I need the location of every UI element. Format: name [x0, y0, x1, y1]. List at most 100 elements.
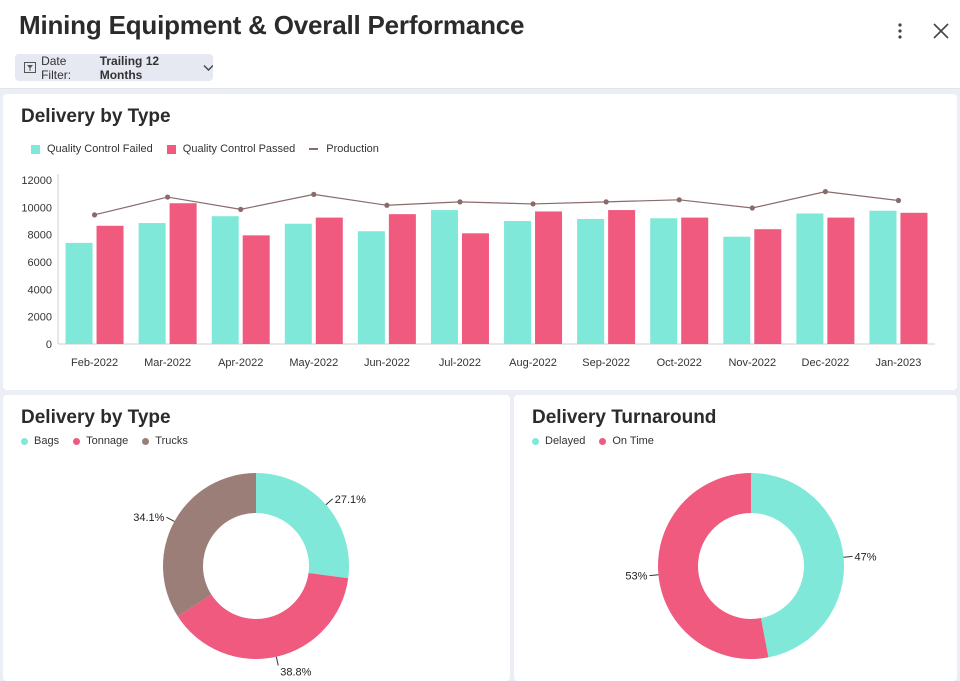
legend-item-bags[interactable]: Bags [21, 435, 59, 447]
bar-qc-passed [900, 212, 928, 344]
x-tick-label: Jun-2022 [364, 357, 410, 369]
x-tick-label: Dec-2022 [802, 357, 850, 369]
legend-item-on-time[interactable]: On Time [599, 435, 654, 447]
donut-value-label: 47% [855, 551, 877, 563]
bar-qc-failed [869, 210, 897, 344]
filter-icon [24, 62, 36, 73]
legend-label: Production [326, 143, 379, 155]
legend-swatch [142, 437, 150, 445]
chevron-down-icon [203, 64, 213, 71]
donut-leader-line [325, 498, 334, 506]
y-tick-label: 12000 [21, 175, 52, 187]
donut-slice-on-time [658, 473, 769, 659]
donut-1-legend: Bags Tonnage Trucks [21, 435, 202, 447]
delivery-by-type-donut-card: Delivery by Type Bags Tonnage Trucks 27.… [3, 395, 510, 681]
production-point [676, 197, 682, 203]
x-tick-label: Mar-2022 [144, 357, 191, 369]
production-point [165, 194, 171, 200]
bar-qc-passed [754, 229, 782, 344]
bar-qc-failed [138, 223, 166, 344]
legend-swatch [309, 148, 319, 150]
date-filter-value: Trailing 12 Months [99, 53, 160, 82]
donut-leader-line [275, 656, 279, 666]
donut-2-title: Delivery Turnaround [532, 407, 717, 428]
bar-chart-legend: Quality Control Failed Quality Control P… [31, 143, 393, 155]
bar-qc-failed [796, 213, 824, 344]
legend-label: On Time [612, 435, 654, 447]
donut-value-label: 34.1% [133, 512, 164, 524]
production-point [238, 206, 244, 212]
x-tick-label: Oct-2022 [657, 357, 702, 369]
legend-label: Bags [34, 435, 60, 447]
donut-value-label: 38.8% [280, 667, 311, 679]
production-point [749, 205, 755, 211]
more-options-button[interactable] [889, 20, 911, 42]
bar-qc-failed [723, 236, 751, 344]
bar-qc-passed [461, 233, 489, 344]
legend-label: Quality Control Passed [182, 143, 296, 155]
close-icon [933, 23, 949, 39]
bar-qc-failed [577, 218, 605, 344]
legend-swatch [21, 437, 28, 445]
delivery-turnaround-donut-card: Delivery Turnaround Delayed On Time 47% 5… [514, 395, 957, 681]
donut-1-plot: 27.1% 38.8% 34.1% [133, 473, 366, 679]
bar-qc-passed [242, 235, 270, 344]
production-point [384, 202, 390, 208]
production-point [895, 197, 902, 204]
y-tick-label: 10000 [21, 202, 52, 214]
legend-swatch [31, 144, 40, 154]
bar-qc-failed [211, 216, 239, 344]
legend-item-delayed[interactable]: Delayed [532, 435, 585, 447]
x-tick-label: Jul-2022 [439, 357, 481, 369]
production-point [822, 189, 828, 195]
bar-qc-passed [681, 217, 709, 344]
bar-qc-failed [504, 221, 532, 344]
legend-label: Delayed [545, 435, 586, 447]
production-point [311, 191, 317, 197]
bar-qc-failed [650, 218, 678, 344]
x-tick-label: May-2022 [289, 357, 338, 369]
bar-qc-failed [430, 210, 458, 344]
x-tick-label: Sep-2022 [582, 357, 630, 369]
legend-swatch [166, 144, 176, 154]
legend-item-production[interactable]: Production [309, 143, 379, 155]
x-tick-label: Apr-2022 [218, 357, 263, 369]
production-point [91, 212, 98, 218]
date-filter-label: Date Filter: [41, 53, 72, 82]
date-filter-button[interactable]: Date Filter: Trailing 12 Months [15, 53, 213, 82]
donut-value-label: 53% [625, 571, 647, 583]
bar-qc-failed [357, 231, 385, 344]
bar-qc-failed [65, 242, 93, 344]
legend-item-trucks[interactable]: Trucks [142, 435, 188, 447]
y-tick-label: 4000 [28, 284, 52, 296]
production-point [603, 199, 609, 205]
production-point [530, 201, 536, 207]
bar-qc-passed [169, 203, 197, 344]
legend-label: Quality Control Failed [47, 143, 153, 155]
donut-value-label: 27.1% [335, 494, 366, 506]
close-button[interactable] [930, 20, 952, 42]
delivery-by-type-bar-card: Delivery by Type Quality Control Failed … [3, 94, 957, 390]
bar-qc-failed [284, 223, 312, 344]
donut-slice-tonnage [177, 572, 349, 659]
page-title: Mining Equipment & Overall Performance [19, 10, 525, 40]
bar-qc-passed [388, 214, 416, 344]
legend-item-tonnage[interactable]: Tonnage [73, 435, 128, 447]
x-tick-label: Nov-2022 [728, 357, 776, 369]
legend-swatch [599, 437, 607, 445]
bar-chart-plot: 0 2000 4000 6000 8000 10000 12000 Feb-2022 Mar-2… [21, 174, 935, 369]
legend-item-qc-passed[interactable]: Quality Control Passed [166, 143, 296, 155]
dashboard-header: Mining Equipment & Overall Performance D… [0, 0, 960, 89]
donut-2-plot: 47% 53% [625, 473, 877, 659]
production-point [457, 199, 463, 205]
bar-qc-passed [608, 210, 636, 344]
more-vertical-icon [898, 23, 902, 39]
legend-label: Tonnage [86, 435, 129, 447]
production-line [94, 191, 899, 216]
donut-1-title: Delivery by Type [21, 407, 171, 428]
y-tick-label: 8000 [28, 230, 52, 242]
donut-slice-trucks [162, 473, 256, 617]
legend-item-qc-failed[interactable]: Quality Control Failed [31, 143, 153, 155]
x-tick-label: Feb-2022 [71, 357, 118, 369]
bar-qc-passed [535, 211, 563, 344]
